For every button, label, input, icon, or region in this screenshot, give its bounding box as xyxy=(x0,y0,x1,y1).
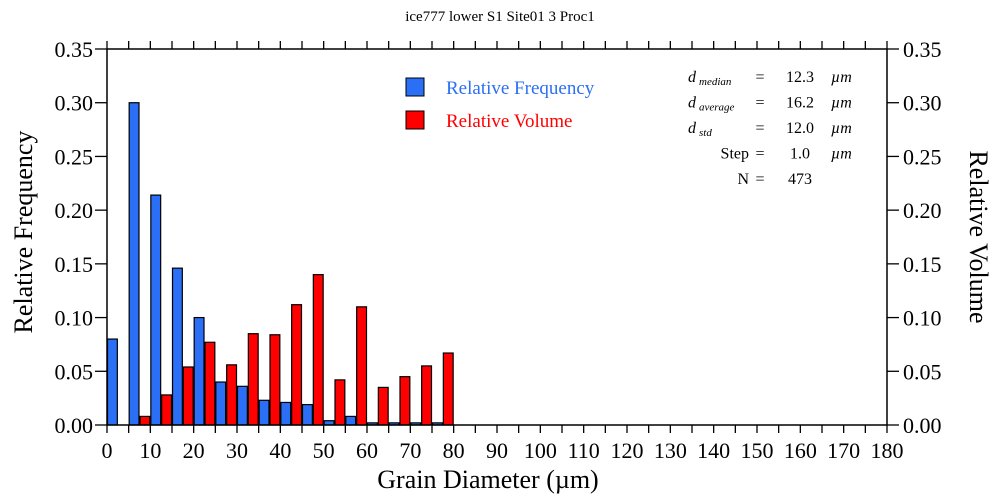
y-tick-label-left: 0.00 xyxy=(55,413,94,438)
bar-frequency-25 xyxy=(215,381,227,426)
y-tick-label-right: 0.10 xyxy=(903,306,942,331)
stat-label: d median xyxy=(688,69,732,88)
chart-title: ice777 lower S1 Site01 3 Proc1 xyxy=(405,9,595,25)
bar-frequency-55 xyxy=(345,415,357,426)
y-tick-label-right: 0.30 xyxy=(903,91,942,116)
x-tick-label: 160 xyxy=(784,438,817,463)
x-tick-label: 50 xyxy=(313,438,335,463)
stat-equals: = xyxy=(755,171,764,188)
bar-volume-30 xyxy=(247,333,259,426)
x-tick-labels: 0 10 20 30 40 50 60 70 80 90 100 110 120 130 140 150 160… xyxy=(102,438,904,463)
bar-volume-15 xyxy=(182,366,194,426)
stat-value: 473 xyxy=(788,171,812,188)
bar-volume-65 xyxy=(399,376,411,426)
bar-frequency-10 xyxy=(150,194,162,426)
bar-frequency-35 xyxy=(258,399,270,426)
bar-volume-55 xyxy=(356,306,368,426)
stat-label: d average xyxy=(688,95,735,114)
bar-volume-45 xyxy=(312,274,324,426)
bar-frequency-5 xyxy=(128,102,140,426)
x-tick-label: 170 xyxy=(827,438,860,463)
y-axis-title-left: Relative Frequency xyxy=(9,131,38,334)
stat-label: d std xyxy=(688,120,712,139)
stat-value: 1.0 xyxy=(790,146,810,163)
bar-frequency-20 xyxy=(193,316,205,426)
y-tick-label-right: 0.35 xyxy=(903,37,942,62)
x-tick-label: 120 xyxy=(611,438,644,463)
bars-group xyxy=(106,102,454,426)
axes-group xyxy=(95,41,899,433)
x-tick-label: 90 xyxy=(486,438,508,463)
legend-swatch-volume xyxy=(405,110,425,130)
stat-equals: = xyxy=(755,120,764,137)
y-tick-label-right: 0.20 xyxy=(903,198,942,223)
bar-frequency-15 xyxy=(171,267,183,426)
x-tick-label: 100 xyxy=(524,438,557,463)
y-tick-label-left: 0.15 xyxy=(55,252,94,277)
legend: Relative Frequency Relative Volume xyxy=(405,77,595,132)
x-tick-label: 60 xyxy=(356,438,378,463)
stat-equals: = xyxy=(755,69,764,86)
stat-value: 16.2 xyxy=(786,95,814,112)
x-tick-label: 0 xyxy=(102,438,113,463)
bar-frequency-0 xyxy=(106,338,118,426)
y-tick-label-left: 0.35 xyxy=(55,37,94,62)
x-tick-label: 10 xyxy=(139,438,161,463)
y-tick-label-right: 0.05 xyxy=(903,359,942,384)
y-tick-labels: 0.00 0.00 0.05 0.05 0.10 0.10 0.15 0.15 0.20 0.20… xyxy=(55,37,942,438)
stat-unit: µm xyxy=(831,120,852,137)
y-tick-label-right: 0.15 xyxy=(903,252,942,277)
y-tick-label-left: 0.30 xyxy=(55,91,94,116)
x-tick-label: 180 xyxy=(871,438,904,463)
stat-unit: µm xyxy=(831,69,852,86)
bar-volume-70 xyxy=(421,365,433,426)
stat-equals: = xyxy=(755,146,764,163)
x-tick-label: 70 xyxy=(399,438,421,463)
bar-volume-50 xyxy=(334,379,346,426)
x-axis-title: Grain Diameter (µm) xyxy=(377,465,598,494)
x-tick-label: 130 xyxy=(654,438,687,463)
bar-frequency-45 xyxy=(301,403,313,426)
x-tick-label: 140 xyxy=(697,438,730,463)
y-tick-label-right: 0.00 xyxy=(903,413,942,438)
stat-value: 12.3 xyxy=(786,69,814,86)
stat-value: 12.0 xyxy=(786,120,814,137)
bar-volume-40 xyxy=(291,304,303,426)
x-tick-label: 20 xyxy=(183,438,205,463)
bar-volume-75 xyxy=(442,352,454,426)
legend-swatch-frequency xyxy=(405,77,425,97)
stat-equals: = xyxy=(755,95,764,112)
bar-volume-35 xyxy=(269,334,281,426)
bar-volume-20 xyxy=(204,341,216,426)
x-tick-label: 110 xyxy=(568,438,600,463)
stat-label: N xyxy=(737,171,749,188)
x-tick-label: 40 xyxy=(269,438,291,463)
bar-volume-60 xyxy=(377,386,389,426)
y-tick-label-left: 0.25 xyxy=(55,144,94,169)
legend-label-volume: Relative Volume xyxy=(446,111,572,132)
y-tick-label-right: 0.25 xyxy=(903,144,942,169)
statistics-box: d median = 12.3 µm d average = 16.2 µm d std = 12.0 µm… xyxy=(688,69,852,188)
x-tick-label: 80 xyxy=(443,438,465,463)
y-tick-label-left: 0.10 xyxy=(55,306,94,331)
bar-frequency-40 xyxy=(280,401,292,426)
bar-frequency-30 xyxy=(236,385,248,426)
stat-unit: µm xyxy=(831,95,852,112)
x-tick-label: 30 xyxy=(226,438,248,463)
stat-label: Step xyxy=(721,146,749,163)
y-tick-label-left: 0.05 xyxy=(55,359,94,384)
y-tick-label-left: 0.20 xyxy=(55,198,94,223)
x-tick-label: 150 xyxy=(741,438,774,463)
bar-volume-25 xyxy=(226,364,238,426)
bar-volume-5 xyxy=(139,415,151,426)
legend-label-frequency: Relative Frequency xyxy=(446,78,595,99)
bar-volume-10 xyxy=(161,394,173,426)
y-axis-title-right: Relative Volume xyxy=(964,150,993,323)
stat-unit: µm xyxy=(831,146,852,163)
